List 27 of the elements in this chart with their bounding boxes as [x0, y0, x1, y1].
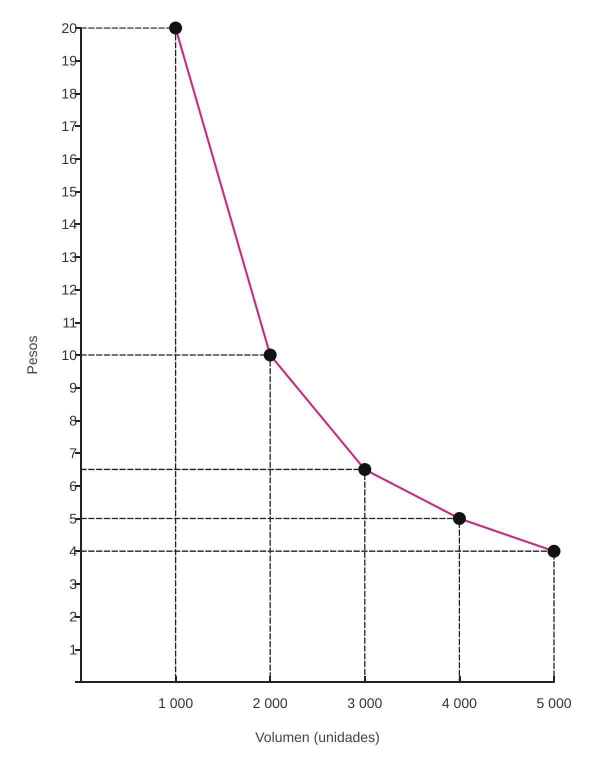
y-tick-label: 14: [61, 216, 78, 232]
x-axis-title: Volumen (unidades): [255, 729, 380, 745]
y-tick-label: 4: [69, 543, 78, 560]
x-tick-label: 4 000: [442, 695, 478, 711]
y-tick-label: 12: [61, 282, 78, 298]
y-tick-label: 13: [61, 248, 78, 265]
y-tick-label: 18: [61, 85, 78, 102]
y-tick-label: 5: [69, 510, 78, 526]
y-tick-label: 17: [61, 118, 78, 134]
x-tick-label: 1 000: [158, 695, 194, 711]
y-axis-title: Pesos: [24, 336, 40, 374]
y-tick-label: 19: [61, 52, 78, 69]
y-tick-label: 10: [61, 347, 78, 363]
x-tick-label: 3 000: [347, 695, 383, 711]
y-tick-label: 9: [69, 380, 78, 396]
x-tick-label: 2 000: [252, 695, 288, 711]
y-tick-label: 16: [61, 150, 78, 167]
y-tick-label: 7: [69, 445, 78, 462]
y-tick-label: 15: [61, 184, 78, 200]
y-tick-label: 11: [62, 314, 78, 330]
y-tick-label: 8: [69, 412, 78, 428]
x-tick-label: 5 000: [536, 695, 572, 711]
y-tick-label: 20: [61, 20, 78, 36]
y-tick-label: 3: [69, 576, 78, 592]
y-tick-label: 6: [69, 478, 78, 494]
y-tick-label: 2: [69, 608, 78, 625]
y-tick-label: 1: [69, 641, 78, 658]
